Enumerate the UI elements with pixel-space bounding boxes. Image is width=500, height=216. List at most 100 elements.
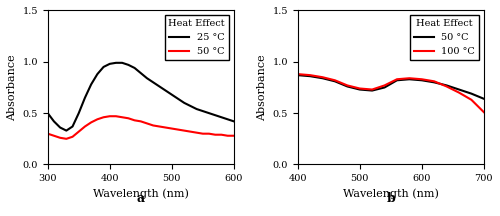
25 °C [88, 83, 94, 86]
25 °C [181, 102, 187, 104]
25 °C [113, 62, 119, 64]
50 °C [369, 89, 375, 92]
50 °C [169, 127, 175, 130]
25 °C [119, 62, 125, 64]
50 °C [107, 115, 113, 118]
Legend: 50 °C, 100 °C: 50 °C, 100 °C [410, 15, 479, 60]
50 °C [119, 116, 125, 119]
50 °C [138, 120, 144, 123]
100 °C [356, 87, 362, 90]
25 °C [224, 118, 230, 121]
100 °C [307, 74, 313, 76]
50 °C [468, 92, 474, 95]
Line: 100 °C: 100 °C [298, 74, 484, 112]
25 °C [188, 105, 194, 107]
25 °C [44, 112, 51, 114]
50 °C [382, 86, 388, 89]
50 °C [82, 125, 88, 128]
50 °C [51, 134, 57, 137]
100 °C [406, 77, 412, 79]
50 °C [307, 75, 313, 78]
50 °C [64, 138, 70, 140]
100 °C [382, 84, 388, 87]
50 °C [212, 133, 218, 136]
50 °C [206, 132, 212, 135]
50 °C [132, 119, 138, 122]
50 °C [175, 128, 181, 131]
25 °C [156, 85, 162, 88]
50 °C [156, 125, 162, 128]
25 °C [175, 97, 181, 100]
50 °C [181, 129, 187, 132]
25 °C [200, 110, 206, 112]
100 °C [419, 78, 425, 81]
50 °C [320, 77, 326, 79]
100 °C [332, 79, 338, 82]
100 °C [369, 88, 375, 91]
50 °C [406, 78, 412, 81]
50 °C [188, 130, 194, 133]
50 °C [162, 126, 168, 129]
25 °C [107, 63, 113, 65]
100 °C [344, 84, 350, 87]
100 °C [456, 91, 462, 94]
Y-axis label: Absorbance: Absorbance [7, 54, 17, 121]
Title: b: b [386, 192, 395, 205]
100 °C [468, 98, 474, 101]
Line: 25 °C: 25 °C [48, 63, 234, 131]
50 °C [444, 84, 450, 87]
50 °C [44, 132, 51, 135]
100 °C [320, 76, 326, 78]
100 °C [444, 85, 450, 88]
100 °C [294, 73, 300, 75]
25 °C [64, 129, 70, 132]
25 °C [51, 120, 57, 123]
Y-axis label: Absorbance: Absorbance [257, 54, 267, 121]
50 °C [456, 88, 462, 91]
100 °C [431, 80, 437, 83]
100 °C [394, 78, 400, 81]
50 °C [94, 118, 100, 121]
50 °C [294, 74, 300, 76]
25 °C [132, 67, 138, 69]
50 °C [231, 134, 237, 137]
50 °C [356, 88, 362, 91]
50 °C [431, 81, 437, 84]
25 °C [82, 96, 88, 99]
Legend: 25 °C, 50 °C: 25 °C, 50 °C [164, 15, 229, 60]
50 °C [200, 132, 206, 135]
50 °C [113, 115, 119, 118]
25 °C [231, 120, 237, 123]
25 °C [144, 77, 150, 79]
50 °C [144, 122, 150, 125]
50 °C [57, 137, 63, 139]
Title: a: a [136, 192, 145, 205]
50 °C [224, 134, 230, 137]
50 °C [150, 124, 156, 127]
100 °C [481, 111, 487, 113]
50 °C [394, 79, 400, 82]
50 °C [332, 80, 338, 83]
50 °C [88, 121, 94, 124]
25 °C [206, 112, 212, 114]
25 °C [194, 108, 200, 110]
50 °C [100, 116, 106, 119]
X-axis label: Wavelength (nm): Wavelength (nm) [343, 189, 438, 199]
50 °C [70, 135, 75, 138]
25 °C [218, 116, 224, 119]
50 °C [194, 131, 200, 134]
Line: 50 °C: 50 °C [48, 116, 234, 139]
25 °C [76, 112, 82, 114]
25 °C [100, 66, 106, 68]
25 °C [94, 73, 100, 75]
25 °C [57, 126, 63, 129]
50 °C [344, 85, 350, 88]
25 °C [212, 114, 218, 116]
50 °C [126, 117, 132, 120]
50 °C [218, 133, 224, 136]
25 °C [150, 81, 156, 84]
25 °C [138, 72, 144, 74]
25 °C [162, 89, 168, 92]
25 °C [70, 125, 75, 128]
25 °C [126, 64, 132, 66]
